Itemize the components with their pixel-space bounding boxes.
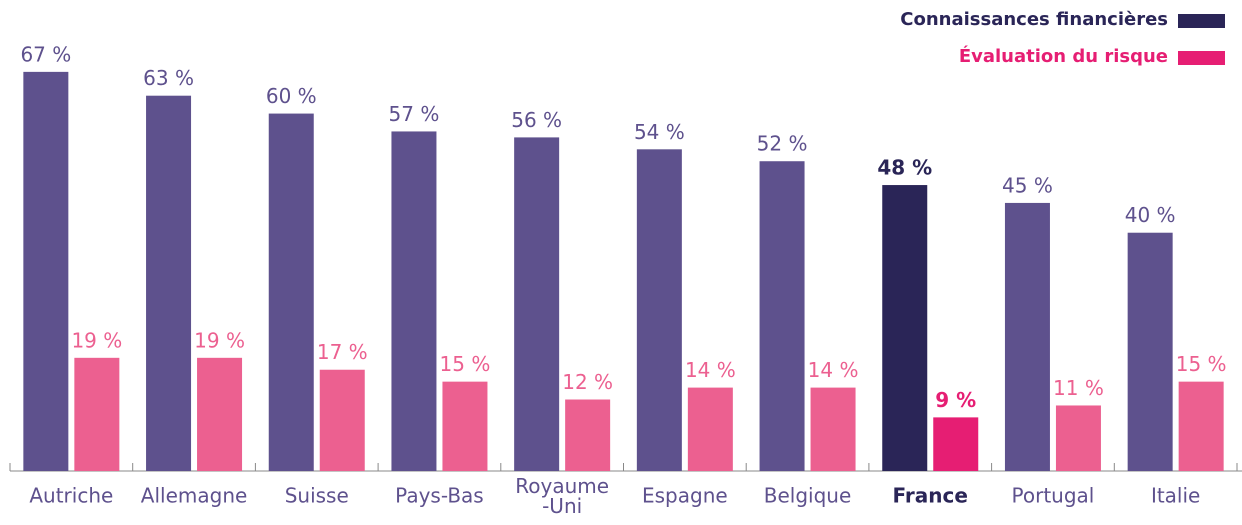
value-label: 19 % — [194, 328, 245, 352]
bar — [810, 387, 856, 471]
x-tick-label: Espagne — [642, 484, 728, 508]
bar — [933, 417, 979, 471]
bar — [268, 113, 314, 472]
bar — [146, 95, 192, 471]
bar — [514, 137, 560, 471]
x-tick-label: Portugal — [1012, 484, 1095, 508]
bar — [1178, 381, 1224, 471]
bar — [319, 369, 365, 471]
value-label: 67 % — [20, 42, 71, 66]
value-label: 12 % — [562, 370, 613, 394]
value-label: 9 % — [935, 388, 976, 412]
x-tick-label: France — [893, 484, 968, 508]
value-label: 11 % — [1053, 376, 1104, 400]
bar — [1004, 202, 1050, 471]
bar — [1055, 405, 1101, 471]
bar — [565, 399, 611, 471]
value-label: 15 % — [440, 352, 491, 376]
value-label: 14 % — [808, 358, 859, 382]
x-tick-label: Italie — [1151, 484, 1200, 508]
value-label: 17 % — [317, 340, 368, 364]
bar — [1127, 232, 1173, 471]
bar — [687, 387, 733, 471]
value-label: 19 % — [71, 328, 122, 352]
legend-label: Évaluation du risque — [959, 45, 1168, 67]
x-tick-label: Royaume -Uni — [515, 474, 609, 518]
bar — [636, 149, 682, 472]
value-label: 14 % — [685, 358, 736, 382]
bar — [882, 185, 928, 472]
value-label: 40 % — [1125, 203, 1176, 227]
bar — [391, 131, 437, 471]
value-label: 54 % — [634, 120, 685, 144]
value-label: 52 % — [757, 132, 808, 156]
legend-label: Connaissances financières — [900, 9, 1168, 30]
value-label: 15 % — [1176, 352, 1227, 376]
x-tick-label: Autriche — [29, 484, 113, 508]
bar — [74, 357, 120, 471]
bar — [759, 161, 805, 471]
x-tick-label: Allemagne — [141, 484, 248, 508]
value-label: 60 % — [266, 84, 317, 108]
value-label: 56 % — [511, 108, 562, 132]
bar — [197, 357, 243, 471]
bar — [442, 381, 488, 471]
legend-swatch — [1178, 14, 1225, 28]
value-label: 57 % — [389, 102, 440, 126]
x-tick-label: Belgique — [764, 484, 852, 508]
value-label: 63 % — [143, 66, 194, 90]
legend-swatch — [1178, 51, 1225, 65]
value-label: 48 % — [877, 156, 932, 180]
x-tick-label: Suisse — [285, 484, 349, 508]
value-label: 45 % — [1002, 173, 1053, 197]
bar — [23, 71, 69, 471]
x-tick-label: Pays-Bas — [395, 484, 484, 508]
